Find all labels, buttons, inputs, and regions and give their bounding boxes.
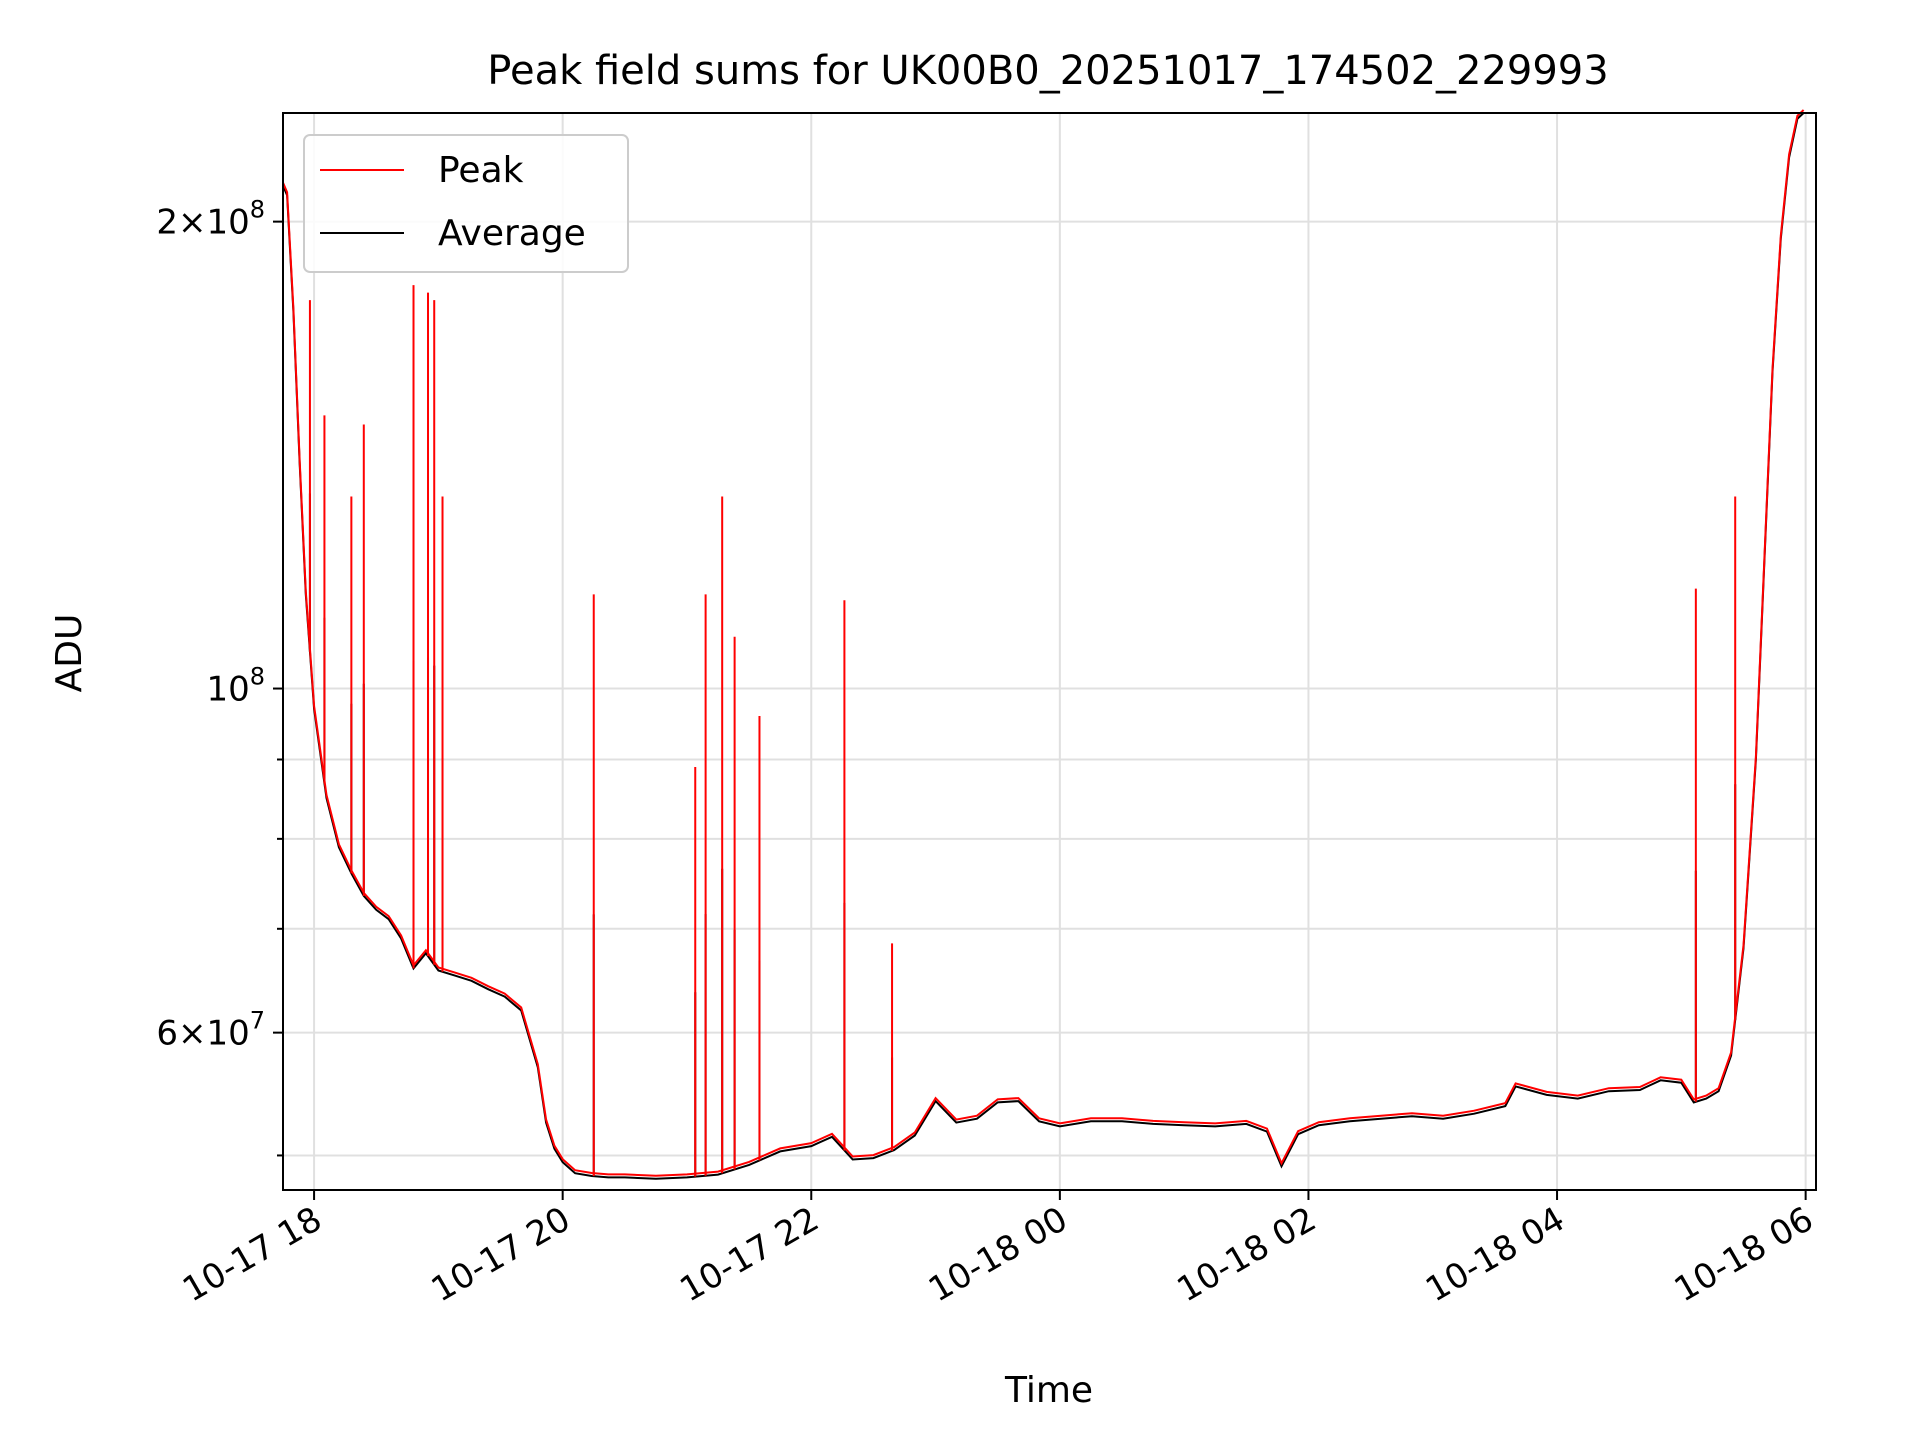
y-tick-label: 108 bbox=[206, 663, 265, 710]
chart-title: Peak field sums for UK00B0_20251017_1745… bbox=[487, 48, 1608, 94]
plot-frame bbox=[282, 112, 1817, 1191]
average-line bbox=[282, 112, 1805, 1180]
peak-series bbox=[282, 109, 1805, 1177]
y-tick-label: 2×108 bbox=[156, 196, 265, 243]
y-axis-label: ADU bbox=[49, 614, 90, 693]
legend-average-label: Average bbox=[438, 213, 586, 254]
y-axis: 2×108 108 6×107 bbox=[156, 196, 283, 1157]
x-axis-label: Time bbox=[1004, 1370, 1093, 1411]
y-tick-label: 6×107 bbox=[156, 1007, 265, 1054]
peak-line bbox=[282, 109, 1805, 1177]
legend-peak-label: Peak bbox=[438, 150, 524, 191]
legend: Peak Average bbox=[303, 134, 629, 273]
